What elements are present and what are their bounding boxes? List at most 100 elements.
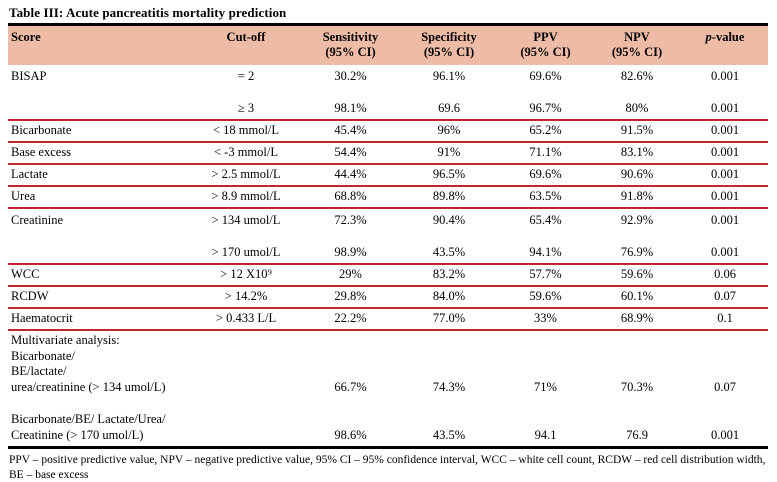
- cell-cutoff: > 12 X10⁹: [190, 264, 302, 287]
- cell-specificity: 89.8%: [399, 186, 499, 209]
- cell-p-value: 0.07: [682, 286, 768, 309]
- score-line: urea/creatinine (> 134 umol/L): [11, 379, 166, 394]
- cell-cutoff: > 170 umol/L: [190, 240, 302, 265]
- table-row: ≥ 3 98.1% 69.6 96.7% 80% 0.001: [8, 96, 768, 121]
- cell-specificity: 69.6: [399, 96, 499, 121]
- cell-cutoff: < 18 mmol/L: [190, 120, 302, 143]
- cell-sensitivity: 44.4%: [302, 164, 399, 187]
- cell-specificity: 90.4%: [432, 213, 466, 227]
- cell-ppv: 96.7%: [499, 96, 592, 121]
- cell-specificity: 84.0%: [399, 286, 499, 309]
- cell-score: WCC: [8, 264, 190, 287]
- cell-score: Bicarbonate: [8, 120, 190, 143]
- cell-score: Creatinine: [11, 213, 64, 227]
- score-line: Bicarbonate/BE/ Lactate/Urea/: [11, 412, 166, 426]
- cell-score: Lactate: [8, 164, 190, 187]
- cell-ppv: 69.6%: [499, 164, 592, 187]
- mortality-prediction-table: Score Cut-off Sensitivity (95% CI) Specifici…: [8, 23, 768, 449]
- cell-cutoff: > 2.5 mmol/L: [190, 164, 302, 187]
- cell-specificity: 96.5%: [399, 164, 499, 187]
- cell-p-value: 0.001: [682, 142, 768, 165]
- cell-cutoff: > 14.2%: [190, 286, 302, 309]
- cell-p-value: 0.001: [710, 69, 740, 83]
- cell-sensitivity: 68.8%: [302, 186, 399, 209]
- cell-npv: 82.6%: [620, 69, 654, 83]
- cell-sensitivity: 54.4%: [302, 142, 399, 165]
- column-header-sub: (95% CI): [423, 45, 475, 59]
- cell-ppv: 94.1: [534, 427, 557, 442]
- cell-p-value: 0.001: [682, 96, 768, 121]
- column-header-sub: (95% CI): [611, 45, 663, 59]
- cell-sensitivity: 30.2%: [334, 69, 367, 83]
- cell-ppv: 65.2%: [499, 120, 592, 143]
- column-header-p-value: p-value: [682, 24, 768, 65]
- column-header-label: PPV: [533, 30, 558, 44]
- cell-score: Base excess: [8, 142, 190, 165]
- cell-npv: 68.9%: [592, 308, 682, 331]
- table-header: Score Cut-off Sensitivity (95% CI) Specifici…: [8, 24, 768, 65]
- cell-p-value: 0.001: [710, 427, 740, 442]
- table-row: WCC > 12 X10⁹ 29% 83.2% 57.7% 59.6% 0.06: [8, 264, 768, 287]
- cell-ppv: 71%: [534, 379, 557, 394]
- cell-ppv: 63.5%: [499, 186, 592, 209]
- cell-cutoff: [190, 330, 302, 398]
- score-line: BE/lactate/: [11, 364, 67, 378]
- cell-cutoff: > 8.9 mmol/L: [190, 186, 302, 209]
- cell-ppv: 33%: [499, 308, 592, 331]
- italic-p: p: [705, 30, 712, 44]
- table-row: Lactate > 2.5 mmol/L 44.4% 96.5% 69.6% 90.6% 0…: [8, 164, 768, 187]
- cell-sensitivity: 98.6%: [334, 427, 367, 442]
- table-footnote: PPV – positive predictive value, NPV – n…: [9, 454, 766, 481]
- column-header-sub: (95% CI): [325, 45, 376, 59]
- cell-ppv: 59.6%: [499, 286, 592, 309]
- cell-npv: 92.9%: [620, 213, 654, 227]
- cell-npv: 91.8%: [592, 186, 682, 209]
- cell-score: RCDW: [8, 286, 190, 309]
- cell-p-value: 0.001: [710, 213, 740, 227]
- cell-npv: 59.6%: [592, 264, 682, 287]
- table-row: BISAP = 2 30.2% 96.1% 69.6% 82.6% 0.001: [8, 65, 768, 97]
- cell-npv: 60.1%: [592, 286, 682, 309]
- table-row: Base excess < -3 mmol/L 54.4% 91% 71.1% 83.1%…: [8, 142, 768, 165]
- cell-sensitivity: 98.9%: [302, 240, 399, 265]
- column-header-npv: NPV (95% CI): [592, 24, 682, 65]
- cell-cutoff: = 2: [237, 69, 255, 83]
- cell-specificity: 43.5%: [432, 427, 466, 442]
- table-row: Creatinine > 134 umol/L 72.3% 90.4% 65.4% 92.…: [8, 208, 768, 241]
- cell-score: [8, 96, 190, 121]
- cell-npv: 91.5%: [592, 120, 682, 143]
- table-row: Bicarbonate < 18 mmol/L 45.4% 96% 65.2% 91.5%…: [8, 120, 768, 143]
- column-header-label: p-value: [705, 30, 745, 44]
- cell-specificity: 83.2%: [399, 264, 499, 287]
- cell-sensitivity: 29.8%: [302, 286, 399, 309]
- table-row: Bicarbonate/BE/ Lactate/Urea/Creatinine …: [8, 398, 768, 448]
- column-header-cutoff: Cut-off: [190, 24, 302, 65]
- cell-npv: 70.3%: [620, 379, 654, 394]
- cell-p-value: 0.001: [682, 186, 768, 209]
- column-header-score: Score: [8, 24, 190, 65]
- cell-cutoff: < -3 mmol/L: [190, 142, 302, 165]
- column-header-specificity: Specificity (95% CI): [399, 24, 499, 65]
- score-line: Bicarbonate/: [11, 348, 75, 363]
- cell-npv: 76.9: [626, 427, 648, 442]
- cell-specificity: 96.1%: [432, 69, 466, 83]
- score-line: Multivariate analysis:: [11, 333, 120, 347]
- cell-score: Multivariate analysis: Bicarbonate/BE/lac…: [8, 330, 190, 398]
- cell-specificity: 77.0%: [399, 308, 499, 331]
- cell-sensitivity: 72.3%: [334, 213, 367, 227]
- table-row: Urea > 8.9 mmol/L 68.8% 89.8% 63.5% 91.8% 0.00…: [8, 186, 768, 209]
- table-title: Table III: Acute pancreatitis mortality …: [9, 5, 287, 20]
- cell-ppv: 69.6%: [529, 69, 562, 83]
- column-header-ppv: PPV (95% CI): [499, 24, 592, 65]
- cell-npv: 83.1%: [592, 142, 682, 165]
- cell-sensitivity: 29%: [302, 264, 399, 287]
- cell-ppv: 65.4%: [529, 213, 562, 227]
- cell-npv: 90.6%: [592, 164, 682, 187]
- column-header-label: Sensitivity: [322, 30, 379, 44]
- cell-sensitivity: 45.4%: [302, 120, 399, 143]
- cell-score: [8, 240, 190, 265]
- table-row: > 170 umol/L 98.9% 43.5% 94.1% 76.9% 0.001: [8, 240, 768, 265]
- cell-npv: 76.9%: [592, 240, 682, 265]
- score-line: Creatinine (> 170 umol/L): [11, 427, 144, 442]
